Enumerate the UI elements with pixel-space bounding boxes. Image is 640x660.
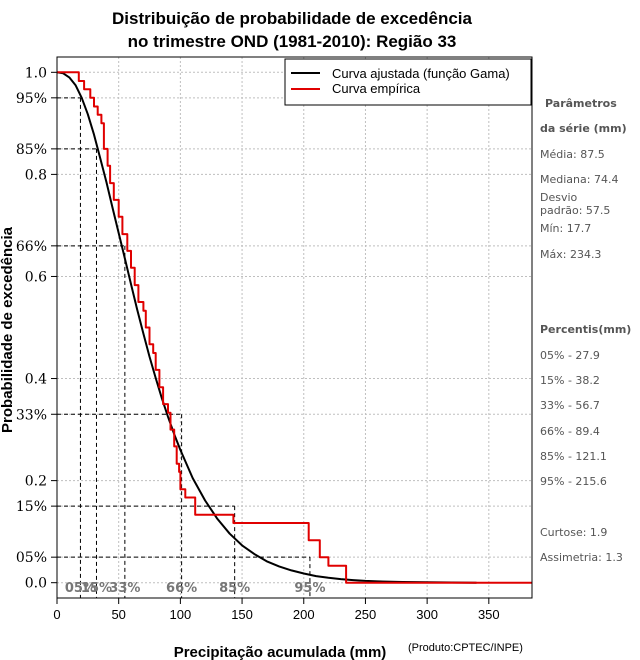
y-tick-label: 66%	[16, 239, 47, 255]
x-axis-title: Precipitação acumulada (mm)	[174, 644, 387, 660]
stat-p85: 85% - 121.1	[540, 450, 607, 463]
y-tick-label: 0.6	[25, 269, 47, 285]
percentile-guides	[57, 97, 311, 598]
params-heading-1: Parâmetros	[545, 97, 617, 110]
y-tick-label: 0.0	[25, 576, 47, 592]
stat-curtose: Curtose: 1.9	[540, 526, 607, 539]
chart-title-line-2: no trimestre OND (1981-2010): Região 33	[128, 32, 457, 51]
percentile-guide-label: 15%	[81, 581, 112, 596]
y-tick-label: 33%	[16, 407, 47, 423]
fitted-gamma-curve	[56, 71, 477, 584]
legend-label-fitted: Curva ajustada (função Gama)	[332, 66, 510, 81]
x-tick-label: 300	[416, 607, 438, 622]
empirical-curve	[57, 71, 532, 584]
plot-frame	[56, 56, 533, 599]
percentis-heading: Percentis(mm)	[540, 323, 631, 336]
stat-p95: 95% - 215.6	[540, 475, 607, 488]
stat-assimetria: Assimetria: 1.3	[540, 551, 623, 564]
y-tick-label: 0.8	[25, 167, 47, 183]
axes: 0 50 100 150 200 250 300 350 1.0 95% 85% 0.8 66% 0.6 0…	[16, 65, 500, 622]
y-tick-label: 15%	[16, 499, 47, 515]
y-tick-label: 95%	[16, 91, 47, 107]
x-tick-label: 150	[231, 607, 253, 622]
percentile-guide-label: 95%	[294, 581, 325, 596]
y-axis-title: Probabilidade de excedência	[0, 226, 16, 433]
credit-text: (Produto:CPTEC/INPE)	[408, 642, 523, 654]
chart-title-line-1: Distribuição de probabilidade de excedên…	[112, 9, 472, 28]
y-tick-label: 85%	[16, 142, 47, 158]
stat-p15: 15% - 38.2	[540, 374, 600, 387]
stat-desvio-1: Desvio	[540, 191, 578, 204]
percentile-guide-label: 05%	[65, 581, 96, 596]
x-tick-label: 50	[111, 607, 125, 622]
series-layer	[56, 71, 532, 584]
grid-layer	[56, 57, 532, 598]
y-tick-label: 0.4	[25, 372, 47, 388]
percentile-guide-label: 33%	[109, 581, 140, 596]
stat-p33: 33% - 56.7	[540, 399, 600, 412]
stat-mediana: Mediana: 74.4	[540, 173, 618, 186]
y-tick-label: 05%	[16, 550, 47, 566]
x-tick-label: 0	[53, 607, 60, 622]
percentile-guide-label: 85%	[219, 581, 250, 596]
x-tick-label: 350	[478, 607, 500, 622]
legend: Curva ajustada (função Gama) Curva empír…	[284, 58, 532, 106]
percentile-guide-label: 66%	[166, 581, 197, 596]
x-tick-label: 200	[293, 607, 315, 622]
params-heading-2: da série (mm)	[540, 122, 627, 135]
legend-box	[284, 58, 532, 106]
percentile-labels: 05%15%33% 66% 85% 95%	[65, 581, 326, 596]
stats-sidebar: Parâmetros da série (mm) Média: 87.5 Med…	[540, 97, 631, 564]
stat-desvio-2: padrão: 57.5	[540, 204, 610, 217]
y-tick-label: 0.2	[25, 474, 47, 490]
stat-p66: 66% - 89.4	[540, 425, 600, 438]
stat-p05: 05% - 27.9	[540, 349, 600, 362]
stat-media: Média: 87.5	[540, 148, 605, 161]
legend-label-empirical: Curva empírica	[332, 81, 421, 96]
y-tick-label: 1.0	[25, 65, 47, 81]
x-tick-label: 100	[170, 607, 192, 622]
stat-max: Máx: 234.3	[540, 248, 601, 261]
stat-min: Mín: 17.7	[540, 222, 591, 235]
x-tick-label: 250	[355, 607, 377, 622]
